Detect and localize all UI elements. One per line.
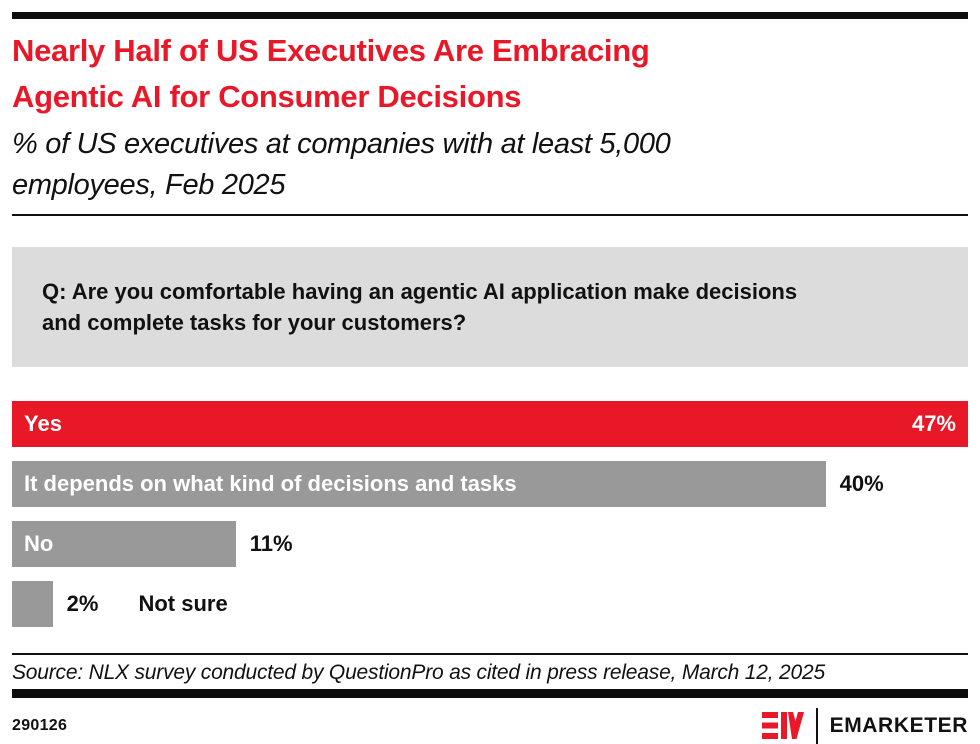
chart-title: Nearly Half of US Executives Are Embraci… bbox=[12, 28, 968, 120]
source-divider bbox=[12, 653, 968, 655]
bar-value: 11% bbox=[249, 531, 293, 556]
bar-row-no: No 11% bbox=[12, 521, 968, 567]
bar-it-depends: It depends on what kind of decisions and… bbox=[12, 461, 826, 507]
bar-row-it-depends: It depends on what kind of decisions and… bbox=[12, 461, 968, 507]
bar-value: 40% bbox=[839, 471, 884, 496]
chart-page: Nearly Half of US Executives Are Embraci… bbox=[0, 12, 980, 744]
bar-not-sure bbox=[12, 581, 53, 627]
emarketer-logo: EMARKETER bbox=[761, 708, 968, 744]
top-rule bbox=[12, 12, 968, 19]
chart-title-line2: Agentic AI for Consumer Decisions bbox=[12, 79, 522, 114]
question-line1: Q: Are you comfortable having an agentic… bbox=[42, 279, 798, 304]
bar-value: 47% bbox=[911, 411, 956, 436]
logo-text: EMARKETER bbox=[829, 714, 968, 737]
bar-no: No bbox=[12, 521, 236, 567]
header-divider bbox=[12, 214, 968, 216]
bar-row-not-sure: 2% Not sure bbox=[12, 581, 968, 627]
chart-subtitle-line2: employees, Feb 2025 bbox=[12, 169, 286, 201]
bar-label: Yes bbox=[24, 411, 62, 436]
question-text: Q: Are you comfortable having an agentic… bbox=[42, 276, 797, 338]
footer: 290126 EMARKETER bbox=[12, 707, 968, 744]
bar-chart: Yes 47% It depends on what kind of decis… bbox=[12, 401, 968, 627]
bar-label: Not sure bbox=[138, 591, 228, 616]
chart-id: 290126 bbox=[12, 717, 68, 734]
source-line: Source: NLX survey conducted by Question… bbox=[12, 661, 825, 684]
bar-yes: Yes 47% bbox=[12, 401, 968, 447]
chart-title-line1: Nearly Half of US Executives Are Embraci… bbox=[12, 33, 650, 68]
chart-subtitle-line1: % of US executives at companies with at … bbox=[12, 128, 671, 160]
question-line2: and complete tasks for your customers? bbox=[42, 310, 467, 335]
bar-value: 2% bbox=[66, 591, 99, 616]
logo-divider bbox=[815, 708, 818, 744]
question-box: Q: Are you comfortable having an agentic… bbox=[12, 247, 968, 367]
bar-label: No bbox=[24, 531, 54, 556]
chart-subtitle: % of US executives at companies with at … bbox=[12, 124, 968, 206]
bar-label: It depends on what kind of decisions and… bbox=[24, 471, 517, 496]
bottom-rule bbox=[12, 689, 968, 698]
em-logo-icon bbox=[761, 712, 804, 739]
bar-row-yes: Yes 47% bbox=[12, 401, 968, 447]
